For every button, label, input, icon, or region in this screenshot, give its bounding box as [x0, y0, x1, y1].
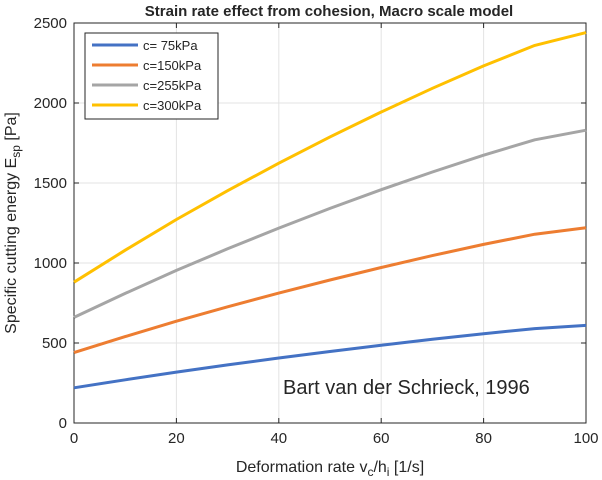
legend-label: c=150kPa — [143, 58, 202, 73]
x-axis-label-sub2: i — [387, 465, 390, 479]
series-line-3 — [73, 128, 587, 319]
y-tick-label: 0 — [59, 415, 67, 432]
x-axis-label-tail: [1/s] — [389, 459, 424, 476]
x-tick-label: 60 — [373, 430, 390, 447]
series-lines — [73, 31, 587, 390]
x-tick-label: 0 — [70, 430, 78, 447]
annotation: Bart van der Schrieck, 1996 — [283, 377, 530, 399]
series-line-4 — [73, 31, 587, 284]
x-tick-label: 40 — [270, 430, 287, 447]
y-axis-label-tail: [Pa] — [3, 112, 20, 145]
y-tick-label: 500 — [42, 335, 67, 352]
series-line-2 — [73, 226, 587, 355]
y-tick-label: 1500 — [34, 175, 67, 192]
legend-items: c= 75kPa c=150kPa c=255kPa c=300kPa — [92, 38, 202, 113]
x-axis-label-sub1: c — [367, 465, 373, 479]
x-axis-label-mid: /h — [373, 459, 386, 476]
legend-label: c=300kPa — [143, 98, 202, 113]
legend: c= 75kPa c=150kPa c=255kPa c=300kPa — [84, 32, 219, 120]
x-axis-label: Deformation rate vc/hi [1/s] — [236, 459, 424, 479]
y-tick-label: 2500 — [34, 15, 67, 32]
chart-title: Strain rate effect from cohesion, Macro … — [145, 3, 513, 20]
y-axis-label-sub: sp — [9, 145, 23, 158]
y-axis-label-main: Specific cutting energy E — [3, 158, 20, 334]
x-tick-label: 20 — [168, 430, 185, 447]
series-line-1 — [73, 323, 587, 390]
x-tick-label: 100 — [573, 430, 598, 447]
x-tick-label: 80 — [475, 430, 492, 447]
y-axis-label: Specific cutting energy Esp [Pa] — [3, 112, 23, 334]
plot-area-border — [73, 22, 587, 424]
legend-label: c=255kPa — [143, 78, 202, 93]
y-tick-label: 1000 — [34, 255, 67, 272]
x-axis-label-main: Deformation rate v — [236, 459, 368, 476]
y-tick-label: 2000 — [34, 95, 67, 112]
legend-label: c= 75kPa — [143, 38, 198, 53]
